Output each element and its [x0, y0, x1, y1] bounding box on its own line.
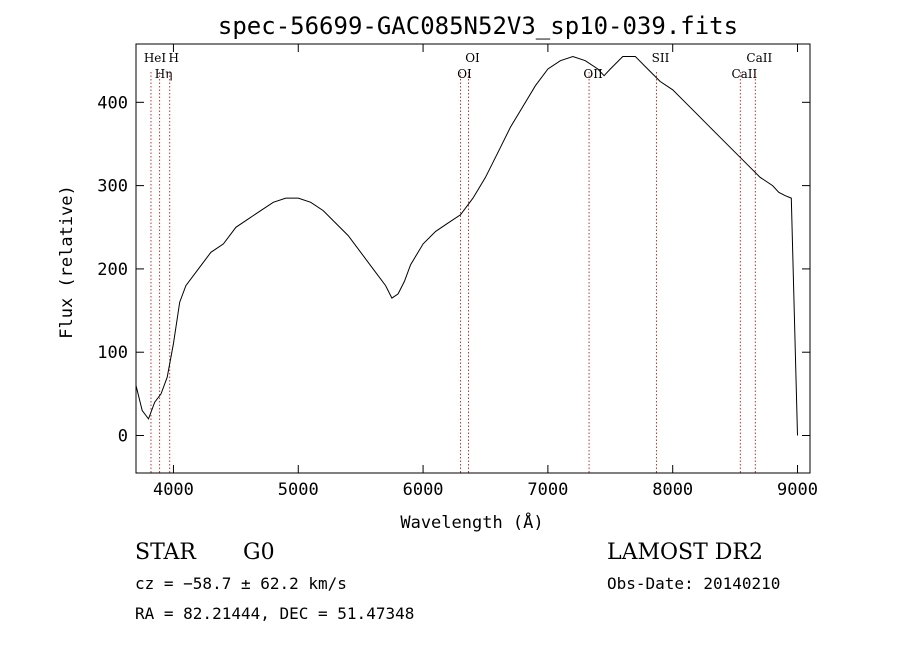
- spectrum-chart: spec-56699-GAC085N52V3_sp10-039.fits HeI…: [57, 12, 818, 533]
- marker-label-5: OII: [583, 67, 603, 81]
- x-tick-label-3: 7000: [527, 480, 568, 500]
- series-layer: [135, 55, 798, 436]
- x-tick-label-0: 4000: [153, 480, 194, 500]
- y-tick-label-4: 400: [97, 93, 128, 113]
- y-tick-label-1: 100: [97, 343, 128, 363]
- chart-title: spec-56699-GAC085N52V3_sp10-039.fits: [218, 12, 738, 40]
- y-tick-label-3: 300: [97, 177, 128, 197]
- x-tick-label-4: 8000: [652, 480, 693, 500]
- object-subclass: G0: [243, 540, 275, 565]
- axis-ticks: 4000 5000 6000 7000 8000 9000 0 100 200 300 400: [97, 44, 818, 500]
- y-axis-label: Flux (relative): [57, 185, 77, 339]
- marker-label-0: HeI: [144, 51, 167, 65]
- marker-label-7: CaII: [731, 67, 757, 81]
- redshift-readout: cz = −58.7 ± 62.2 km/s: [135, 574, 347, 593]
- x-axis-label: Wavelength (Å): [400, 511, 543, 533]
- survey-name: LAMOST DR2: [607, 540, 763, 565]
- marker-label-2: H: [168, 51, 178, 65]
- spectrum-series-0: [135, 55, 798, 436]
- marker-label-3: OI: [457, 67, 472, 81]
- observation-date: Obs-Date: 20140210: [607, 574, 781, 593]
- marker-label-8: CaII: [746, 51, 772, 65]
- x-tick-label-2: 6000: [403, 480, 444, 500]
- plot-frame: [135, 43, 811, 474]
- object-class: STAR: [135, 540, 196, 565]
- y-tick-label-2: 200: [97, 260, 128, 280]
- x-tick-label-5: 9000: [777, 480, 818, 500]
- line-markers: HeI Hη H OI OI OII SII CaII CaII: [144, 51, 772, 473]
- marker-label-4: OI: [465, 51, 480, 65]
- marker-label-1: Hη: [155, 67, 173, 81]
- x-tick-label-1: 5000: [278, 480, 319, 500]
- coordinates-readout: RA = 82.21444, DEC = 51.47348: [135, 604, 415, 623]
- y-tick-label-0: 0: [118, 427, 128, 447]
- marker-label-6: SII: [652, 51, 670, 65]
